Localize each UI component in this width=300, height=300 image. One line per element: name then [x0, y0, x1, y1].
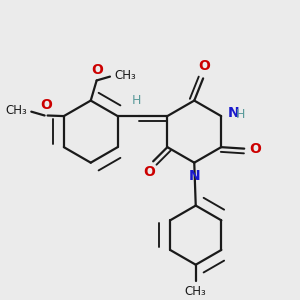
Text: CH₃: CH₃: [5, 104, 27, 117]
Text: O: O: [199, 59, 211, 73]
Text: O: O: [40, 98, 52, 112]
Text: H: H: [235, 108, 245, 121]
Text: N: N: [228, 106, 239, 120]
Text: CH₃: CH₃: [114, 69, 136, 82]
Text: H: H: [131, 94, 141, 107]
Text: O: O: [144, 165, 156, 179]
Text: CH₃: CH₃: [185, 284, 207, 298]
Text: O: O: [92, 63, 104, 76]
Text: O: O: [250, 142, 261, 156]
Text: N: N: [189, 169, 201, 183]
